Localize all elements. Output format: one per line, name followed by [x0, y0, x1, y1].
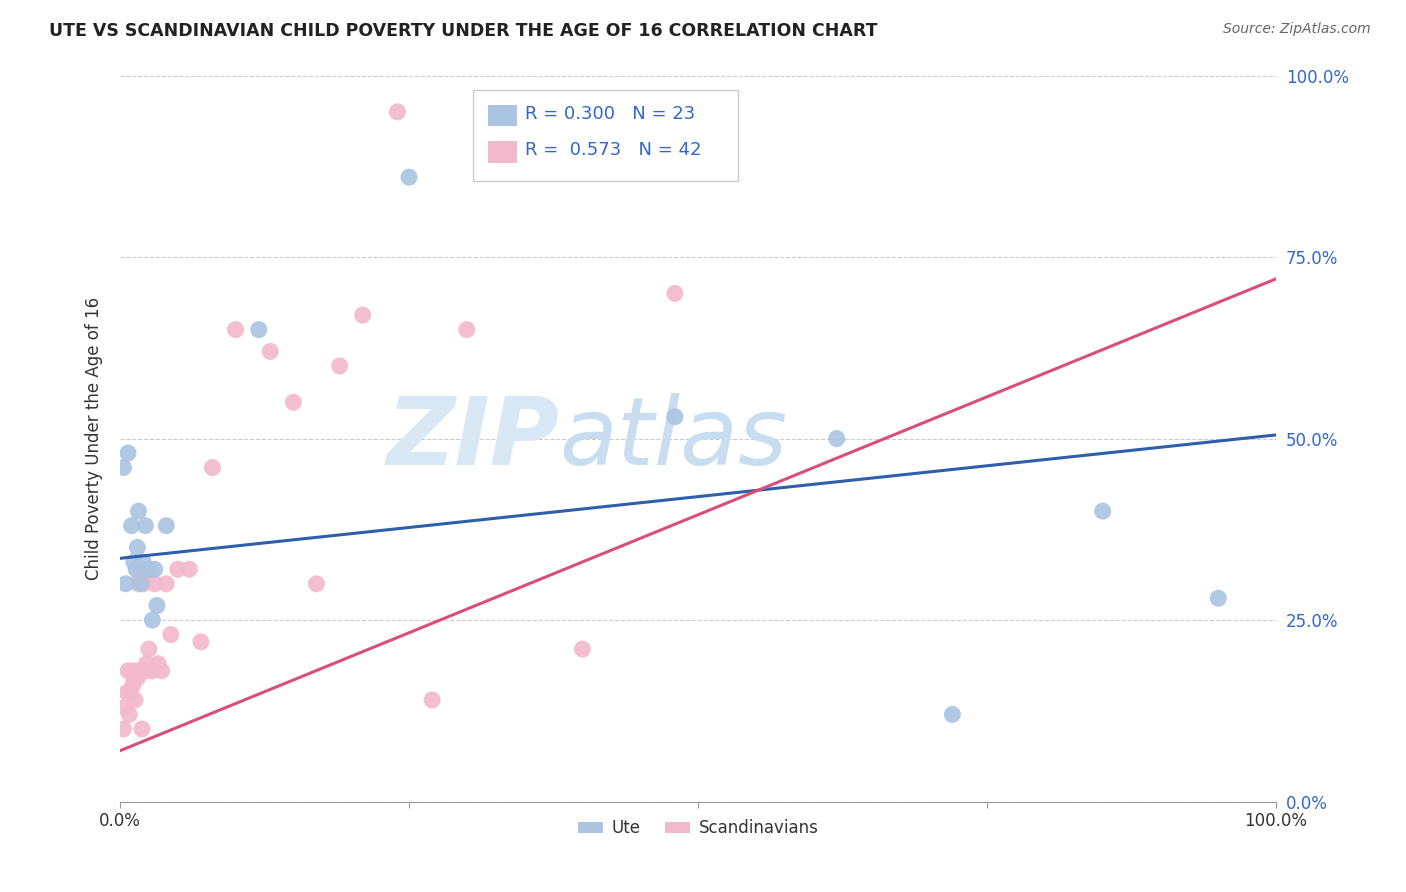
- Point: [352, 308, 374, 322]
- Point: [120, 686, 142, 700]
- Point: [138, 642, 160, 657]
- Point: [283, 395, 305, 409]
- Point: [121, 518, 143, 533]
- Text: ZIP: ZIP: [387, 392, 560, 484]
- Point: [127, 576, 149, 591]
- Point: [127, 541, 149, 555]
- Point: [131, 722, 153, 736]
- Point: [132, 555, 155, 569]
- Point: [150, 664, 173, 678]
- Text: UTE VS SCANDINAVIAN CHILD POVERTY UNDER THE AGE OF 16 CORRELATION CHART: UTE VS SCANDINAVIAN CHILD POVERTY UNDER …: [49, 22, 877, 40]
- Text: R = 0.300   N = 23: R = 0.300 N = 23: [524, 105, 695, 123]
- Point: [129, 576, 152, 591]
- Point: [117, 664, 139, 678]
- Point: [132, 576, 155, 591]
- Point: [1091, 504, 1114, 518]
- Point: [160, 627, 183, 641]
- Point: [114, 700, 136, 714]
- Point: [155, 576, 177, 591]
- Text: R =  0.573   N = 42: R = 0.573 N = 42: [524, 141, 702, 160]
- Point: [134, 518, 156, 533]
- Text: Source: ZipAtlas.com: Source: ZipAtlas.com: [1223, 22, 1371, 37]
- Point: [118, 707, 141, 722]
- Point: [398, 170, 420, 185]
- Point: [329, 359, 352, 373]
- Point: [664, 286, 686, 301]
- Point: [121, 678, 143, 692]
- Point: [387, 104, 409, 119]
- Point: [128, 569, 150, 583]
- Point: [664, 409, 686, 424]
- Point: [201, 460, 224, 475]
- Point: [141, 613, 163, 627]
- Point: [190, 635, 212, 649]
- Text: atlas: atlas: [560, 393, 787, 484]
- Point: [143, 576, 166, 591]
- FancyBboxPatch shape: [488, 141, 516, 162]
- Point: [179, 562, 201, 576]
- Point: [134, 664, 156, 678]
- Point: [134, 569, 156, 583]
- Point: [420, 693, 443, 707]
- Point: [122, 555, 145, 569]
- Point: [117, 446, 139, 460]
- Point: [127, 504, 149, 518]
- Point: [115, 686, 138, 700]
- Point: [259, 344, 281, 359]
- Point: [146, 599, 169, 613]
- Point: [122, 671, 145, 685]
- FancyBboxPatch shape: [472, 90, 738, 181]
- Point: [456, 323, 478, 337]
- Point: [114, 576, 136, 591]
- Point: [225, 323, 247, 337]
- Point: [129, 562, 152, 576]
- Point: [112, 722, 135, 736]
- Point: [305, 576, 328, 591]
- Point: [825, 432, 848, 446]
- Point: [247, 323, 270, 337]
- Y-axis label: Child Poverty Under the Age of 16: Child Poverty Under the Age of 16: [86, 297, 103, 580]
- Point: [155, 518, 177, 533]
- Point: [146, 657, 169, 671]
- Point: [141, 664, 163, 678]
- Point: [166, 562, 188, 576]
- Point: [125, 664, 148, 678]
- Point: [125, 562, 148, 576]
- Point: [124, 693, 146, 707]
- Point: [138, 562, 160, 576]
- Point: [941, 707, 963, 722]
- Point: [1206, 591, 1229, 606]
- Point: [571, 642, 593, 657]
- Point: [143, 562, 166, 576]
- Point: [127, 671, 149, 685]
- Point: [121, 664, 143, 678]
- Legend: Ute, Scandinavians: Ute, Scandinavians: [571, 813, 825, 844]
- Point: [135, 657, 157, 671]
- FancyBboxPatch shape: [488, 104, 516, 127]
- Point: [112, 460, 135, 475]
